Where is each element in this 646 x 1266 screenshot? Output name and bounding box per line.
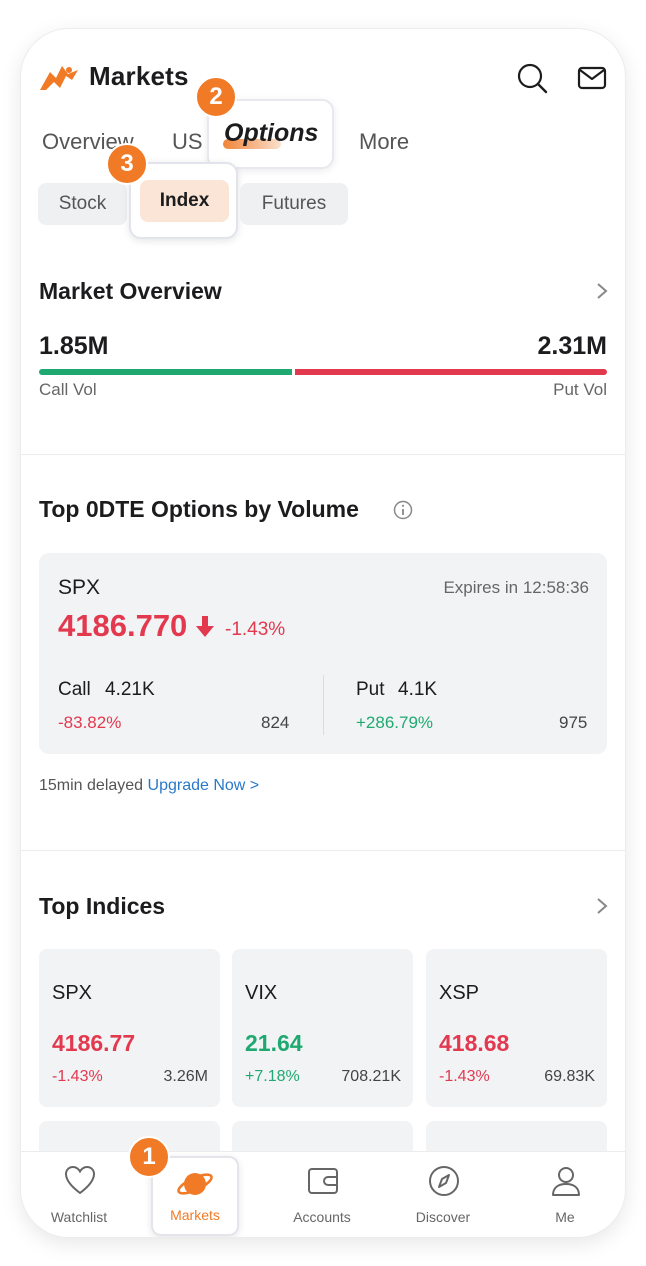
- index-card-xsp[interactable]: XSP 418.68 -1.43% 69.83K: [426, 949, 607, 1107]
- odte-option-card[interactable]: SPX Expires in 12:58:36 4186.770 -1.43% …: [39, 553, 607, 754]
- index-price: 418.68: [439, 1030, 510, 1056]
- nav-markets[interactable]: Markets: [151, 1156, 239, 1236]
- index-change: -1.43%: [52, 1068, 103, 1085]
- nav-watchlist[interactable]: Watchlist: [29, 1152, 129, 1237]
- tab-active-underline: [223, 139, 281, 149]
- chevron-right-icon[interactable]: [595, 896, 609, 916]
- phone-screen: Markets Overview US Options More 2 Stock…: [21, 29, 625, 1237]
- top-indices-title: Top Indices: [39, 893, 166, 919]
- call-volume-bar: [39, 369, 292, 375]
- subtab-stock[interactable]: Stock: [38, 183, 127, 225]
- bottom-navigation: Watchlist Accounts Discover Me: [21, 1151, 625, 1237]
- put-volume-bar: [295, 369, 607, 375]
- odte-call-change: -83.82%: [58, 713, 122, 732]
- info-icon[interactable]: [393, 500, 413, 520]
- step-badge-2: 2: [195, 76, 237, 118]
- market-overview-title: Market Overview: [39, 278, 222, 304]
- upgrade-link[interactable]: Upgrade Now >: [147, 777, 260, 794]
- odte-price: 4186.770: [58, 608, 188, 643]
- planet-icon: [177, 1173, 213, 1195]
- nav-label: Watchlist: [50, 1209, 108, 1225]
- put-vol-label: Put Vol: [553, 380, 607, 399]
- tab-options[interactable]: Options: [224, 119, 319, 147]
- index-volume: 3.26M: [163, 1068, 208, 1085]
- compass-icon: [429, 1166, 459, 1196]
- index-symbol: SPX: [52, 982, 93, 1004]
- delay-text: 15min delayed: [39, 777, 144, 794]
- odte-symbol: SPX: [58, 576, 101, 599]
- index-symbol: XSP: [439, 982, 480, 1004]
- app-logo-icon: [38, 62, 80, 92]
- mail-icon[interactable]: [576, 62, 608, 94]
- call-vol-label: Call Vol: [39, 380, 97, 399]
- person-icon: [552, 1167, 580, 1196]
- odte-change-pct: -1.43%: [225, 619, 286, 640]
- subtab-futures[interactable]: Futures: [240, 183, 348, 225]
- odte-call-label: Call: [58, 679, 91, 700]
- tab-us[interactable]: US: [172, 129, 203, 154]
- heart-icon: [64, 1165, 96, 1195]
- nav-accounts[interactable]: Accounts: [272, 1152, 372, 1237]
- odte-put-change: +286.79%: [356, 713, 434, 732]
- odte-put-label: Put: [356, 679, 385, 700]
- index-symbol: VIX: [245, 982, 278, 1004]
- odte-put-count: 975: [559, 713, 588, 732]
- section-divider: [21, 850, 625, 851]
- index-change: -1.43%: [439, 1068, 490, 1085]
- call-volume-value: 1.85M: [39, 332, 109, 360]
- index-price: 21.64: [245, 1030, 303, 1056]
- arrow-down-icon: [195, 615, 215, 639]
- page-title: Markets: [89, 61, 189, 91]
- odte-call-count: 824: [261, 713, 290, 732]
- wallet-icon: [308, 1168, 338, 1194]
- nav-label: Accounts: [293, 1209, 351, 1225]
- nav-label: Discover: [415, 1209, 471, 1225]
- tab-more[interactable]: More: [359, 129, 410, 154]
- nav-label: Me: [555, 1209, 575, 1225]
- put-volume-value: 2.31M: [537, 332, 607, 360]
- chevron-right-icon[interactable]: [595, 281, 609, 301]
- index-card-vix[interactable]: VIX 21.64 +7.18% 708.21K: [232, 949, 413, 1107]
- index-volume: 69.83K: [544, 1068, 595, 1085]
- search-icon[interactable]: [516, 62, 548, 94]
- subtab-index[interactable]: Index: [140, 180, 229, 222]
- nav-discover[interactable]: Discover: [393, 1152, 493, 1237]
- index-volume: 708.21K: [341, 1068, 401, 1085]
- step-badge-3: 3: [106, 143, 148, 185]
- odte-divider: [323, 675, 324, 735]
- delay-notice: 15min delayed Upgrade Now >: [39, 777, 259, 795]
- index-change: +7.18%: [245, 1068, 300, 1085]
- index-card-spx[interactable]: SPX 4186.77 -1.43% 3.26M: [39, 949, 220, 1107]
- odte-put-volume: 4.1K: [398, 679, 438, 700]
- nav-me[interactable]: Me: [515, 1152, 615, 1237]
- odte-call-volume: 4.21K: [105, 679, 155, 700]
- top-0dte-title: Top 0DTE Options by Volume: [39, 496, 359, 522]
- step-badge-1: 1: [128, 1136, 170, 1178]
- odte-expiry: Expires in 12:58:36: [443, 578, 589, 597]
- index-price: 4186.77: [52, 1030, 136, 1056]
- section-divider: [21, 454, 625, 455]
- nav-label: Markets: [170, 1207, 220, 1223]
